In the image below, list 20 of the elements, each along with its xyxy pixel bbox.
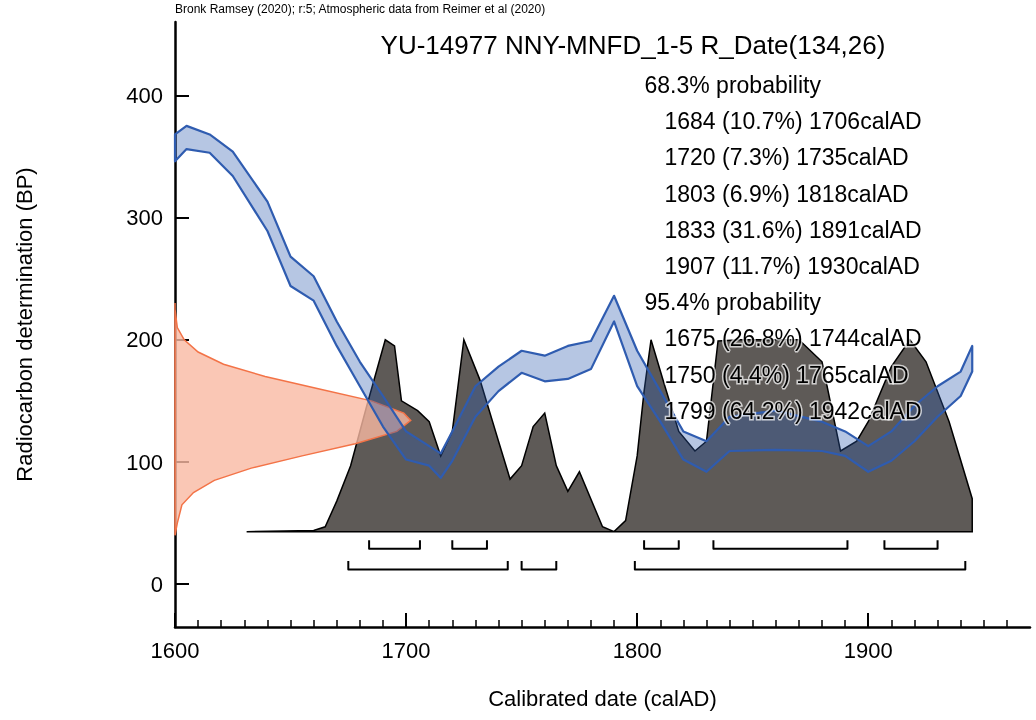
y-tick-label: 0 bbox=[150, 571, 163, 597]
x-tick-label: 1600 bbox=[150, 637, 200, 663]
annotation: 1684 (10.7%) 1706calAD bbox=[664, 108, 922, 135]
x-tick-label: 1700 bbox=[381, 637, 431, 663]
annotation: 95.4% probability bbox=[644, 289, 822, 316]
chart-title: YU-14977 NNY-MNFD_1-5 R_Date(134,26) bbox=[380, 30, 886, 60]
annotation: 1720 (7.3%) 1735calAD bbox=[664, 144, 909, 171]
y-tick-label: 300 bbox=[126, 205, 163, 231]
x-axis-title: Calibrated date (calAD) bbox=[488, 685, 717, 711]
y-tick-label: 100 bbox=[126, 449, 163, 475]
text: Bronk Ramsey (2020); r:5; Atmospheric data from Reimer et al (2020) bbox=[175, 2, 546, 16]
annotation: 1833 (31.6%) 1891calAD bbox=[664, 216, 922, 243]
y-tick-label: 400 bbox=[126, 82, 163, 108]
x-tick-label: 1800 bbox=[612, 637, 662, 663]
annotation: 68.3% probability bbox=[644, 72, 822, 98]
annotation: 1907 (11.7%) 1930calAD bbox=[664, 253, 920, 279]
y-axis-title: Radiocarbon determination (BP) bbox=[11, 167, 37, 482]
annotation: 1803 (6.9%) 1818calAD bbox=[664, 180, 909, 207]
x-tick-label: 1900 bbox=[843, 637, 893, 663]
y-tick-label: 200 bbox=[126, 327, 163, 353]
